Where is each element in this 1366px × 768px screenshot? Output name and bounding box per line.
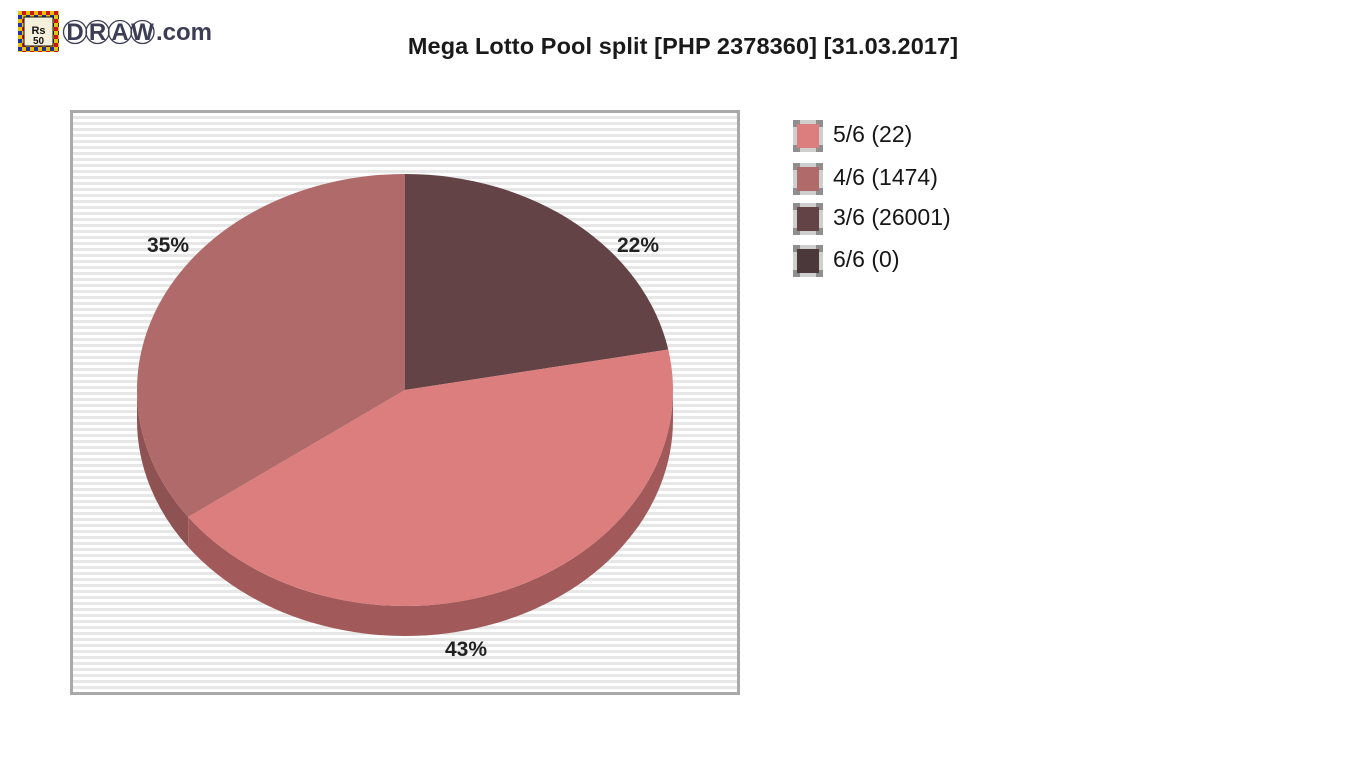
svg-text:35%: 35% [147, 234, 189, 257]
svg-text:22%: 22% [617, 234, 659, 257]
svg-text:43%: 43% [445, 638, 487, 661]
